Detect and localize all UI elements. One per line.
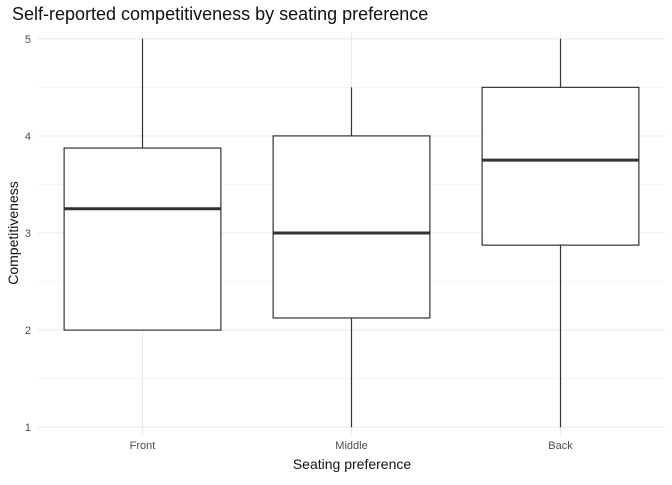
x-tick-label: Back — [548, 440, 573, 452]
box-middle — [272, 87, 431, 428]
iqr-box — [272, 135, 431, 319]
y-tick-label: 5 — [25, 34, 31, 46]
boxes — [63, 38, 640, 428]
x-tick-label: Middle — [335, 440, 367, 452]
y-axis-title: Competitiveness — [5, 181, 21, 285]
iqr-box — [481, 86, 640, 246]
y-tick-label: 3 — [25, 228, 31, 240]
y-tick-label: 4 — [25, 131, 31, 143]
x-tick-label: Front — [130, 440, 156, 452]
box-back — [481, 38, 640, 428]
chart-title: Self-reported competitiveness by seating… — [12, 4, 428, 24]
box-front — [63, 38, 222, 331]
y-tick-label: 2 — [25, 325, 31, 337]
x-axis-title: Seating preference — [293, 456, 412, 472]
tick-labels: 1 2 3 4 5 Front Middle Back — [25, 34, 573, 452]
y-tick-label: 1 — [25, 422, 31, 434]
iqr-box — [63, 147, 222, 331]
